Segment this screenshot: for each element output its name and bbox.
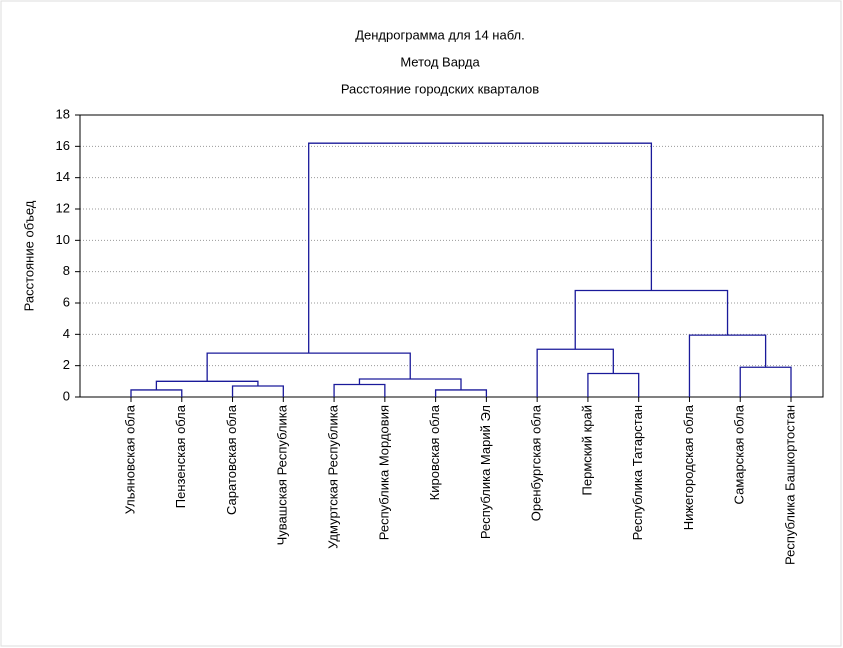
leaf-label: Саратовская обла <box>224 404 239 515</box>
chart-subtitle: Расстояние городских кварталов <box>341 81 539 96</box>
leaf-label: Пензенская обла <box>173 404 188 508</box>
leaf-label: Пермский край <box>579 405 594 495</box>
y-tick-label: 14 <box>56 169 70 184</box>
dendrogram-link <box>536 348 614 397</box>
dendrogram-link <box>308 142 653 354</box>
leaf-label: Республика Татарстан <box>630 405 645 540</box>
leaf-label: Республика Мордовия <box>376 405 391 540</box>
leaf-label: Нижегородская обла <box>681 404 696 530</box>
y-tick-label: 6 <box>63 294 70 309</box>
leaf-label: Кировская обла <box>427 404 442 500</box>
chart-subtitle: Метод Варда <box>400 54 480 69</box>
leaf-label: Оренбургская обла <box>529 404 544 521</box>
leaf-label: Чувашская Республика <box>275 404 290 545</box>
y-tick-label: 8 <box>63 263 70 278</box>
chart-title: Дендрограмма для 14 набл. <box>355 27 525 42</box>
dendrogram-link <box>688 334 767 397</box>
y-tick-label: 10 <box>56 232 70 247</box>
leaf-label: Самарская обла <box>732 404 747 504</box>
leaf-label: Ульяновская обла <box>122 404 137 514</box>
y-tick-label: 16 <box>56 138 70 153</box>
leaf-label: Республика Башкортостан <box>782 405 797 565</box>
leaf-label: Удмуртская Республика <box>326 404 341 549</box>
y-tick-label: 18 <box>56 106 70 121</box>
y-axis-label: Расстояние объед <box>21 200 36 311</box>
dendrogram-link <box>574 289 729 350</box>
y-tick-label: 12 <box>56 200 70 215</box>
y-tick-label: 2 <box>63 357 70 372</box>
y-tick-label: 0 <box>63 388 70 403</box>
leaf-label: Республика Марий Эл <box>478 405 493 539</box>
dendrogram-link <box>333 383 386 397</box>
plot-area <box>79 114 824 398</box>
y-tick-label: 4 <box>63 326 70 341</box>
